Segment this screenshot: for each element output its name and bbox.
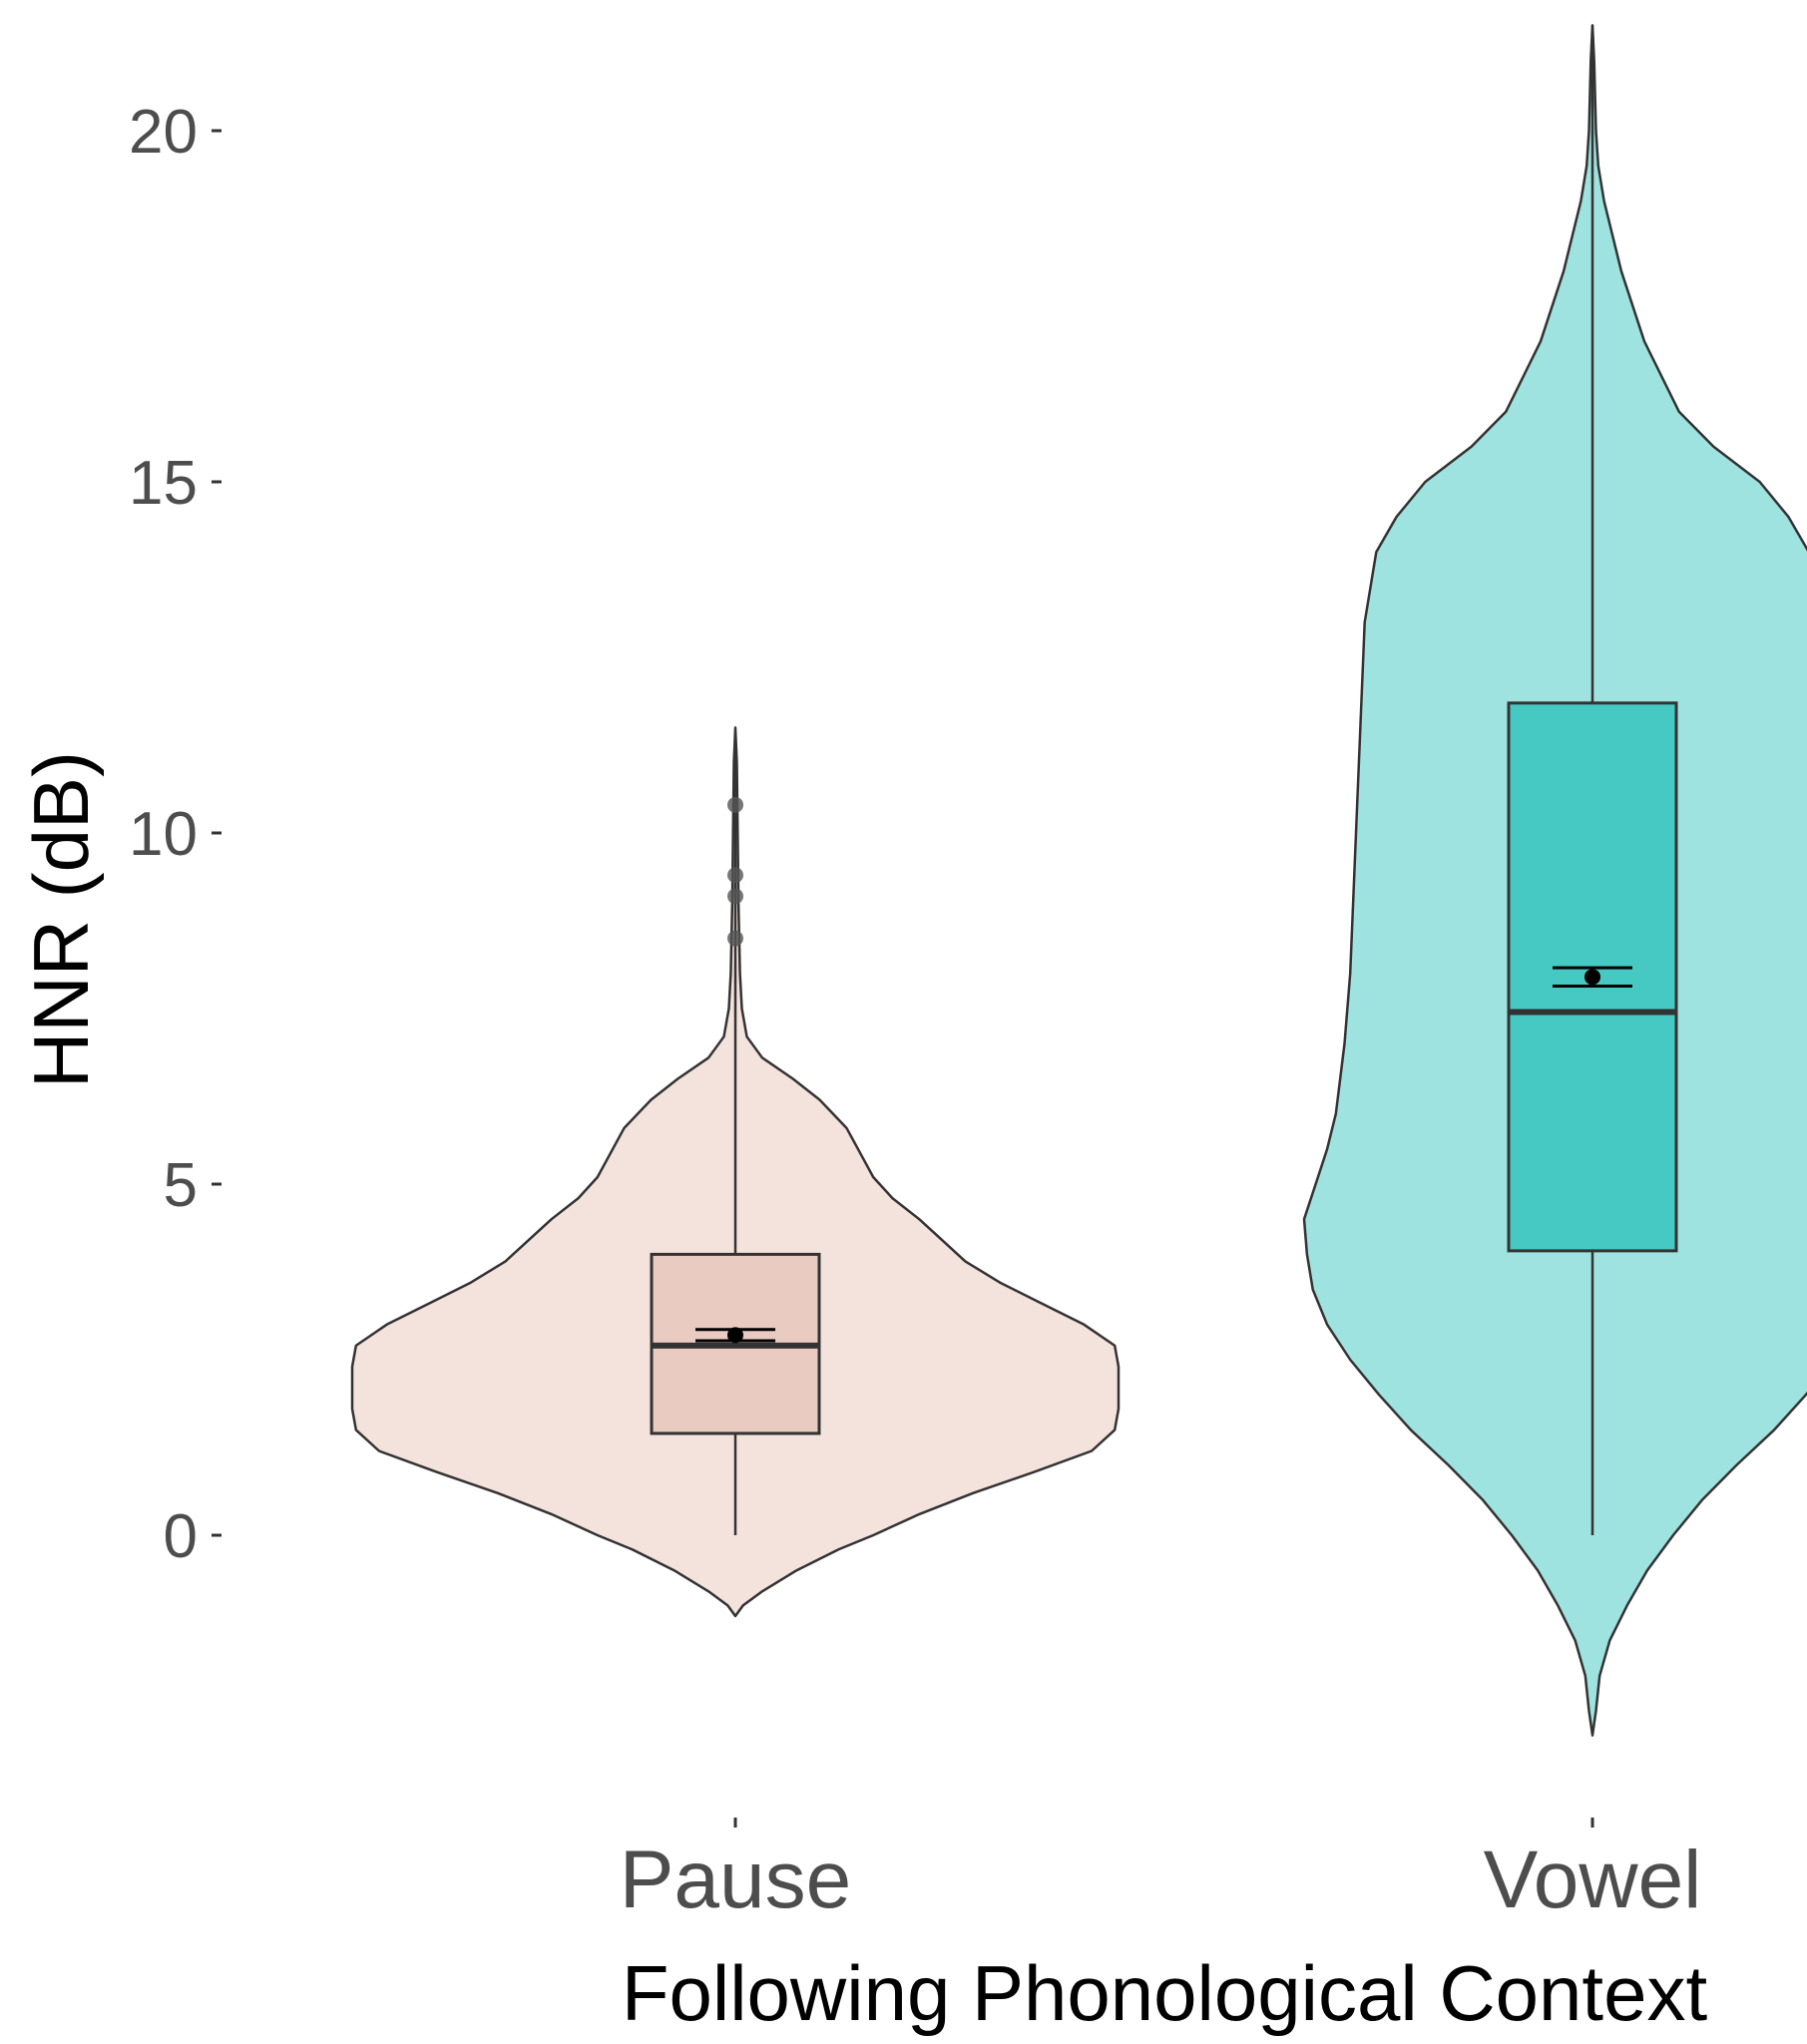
mean-point	[727, 1327, 743, 1344]
outlier-point	[727, 888, 743, 905]
plot-area	[350, 24, 1807, 1737]
mean-point	[1584, 969, 1600, 986]
x-tick-label: Pause	[620, 1835, 852, 1925]
y-tick-label: 10	[129, 800, 198, 869]
x-axis: Pause Vowel	[620, 1818, 1702, 1925]
outlier-point	[727, 930, 743, 947]
y-tick-label: 0	[164, 1502, 198, 1571]
y-tick-label: 5	[164, 1151, 198, 1220]
y-axis: 0 5 10 15 20	[129, 98, 222, 1571]
outlier-point	[727, 796, 743, 813]
y-tick-label: 15	[129, 449, 198, 518]
x-tick-label: Vowel	[1484, 1835, 1702, 1925]
x-axis-title: Following Phonological Context	[622, 1949, 1708, 2037]
y-axis-title: HNR (dB)	[17, 751, 105, 1088]
y-tick-label: 20	[129, 98, 198, 167]
outlier-point	[727, 867, 743, 884]
